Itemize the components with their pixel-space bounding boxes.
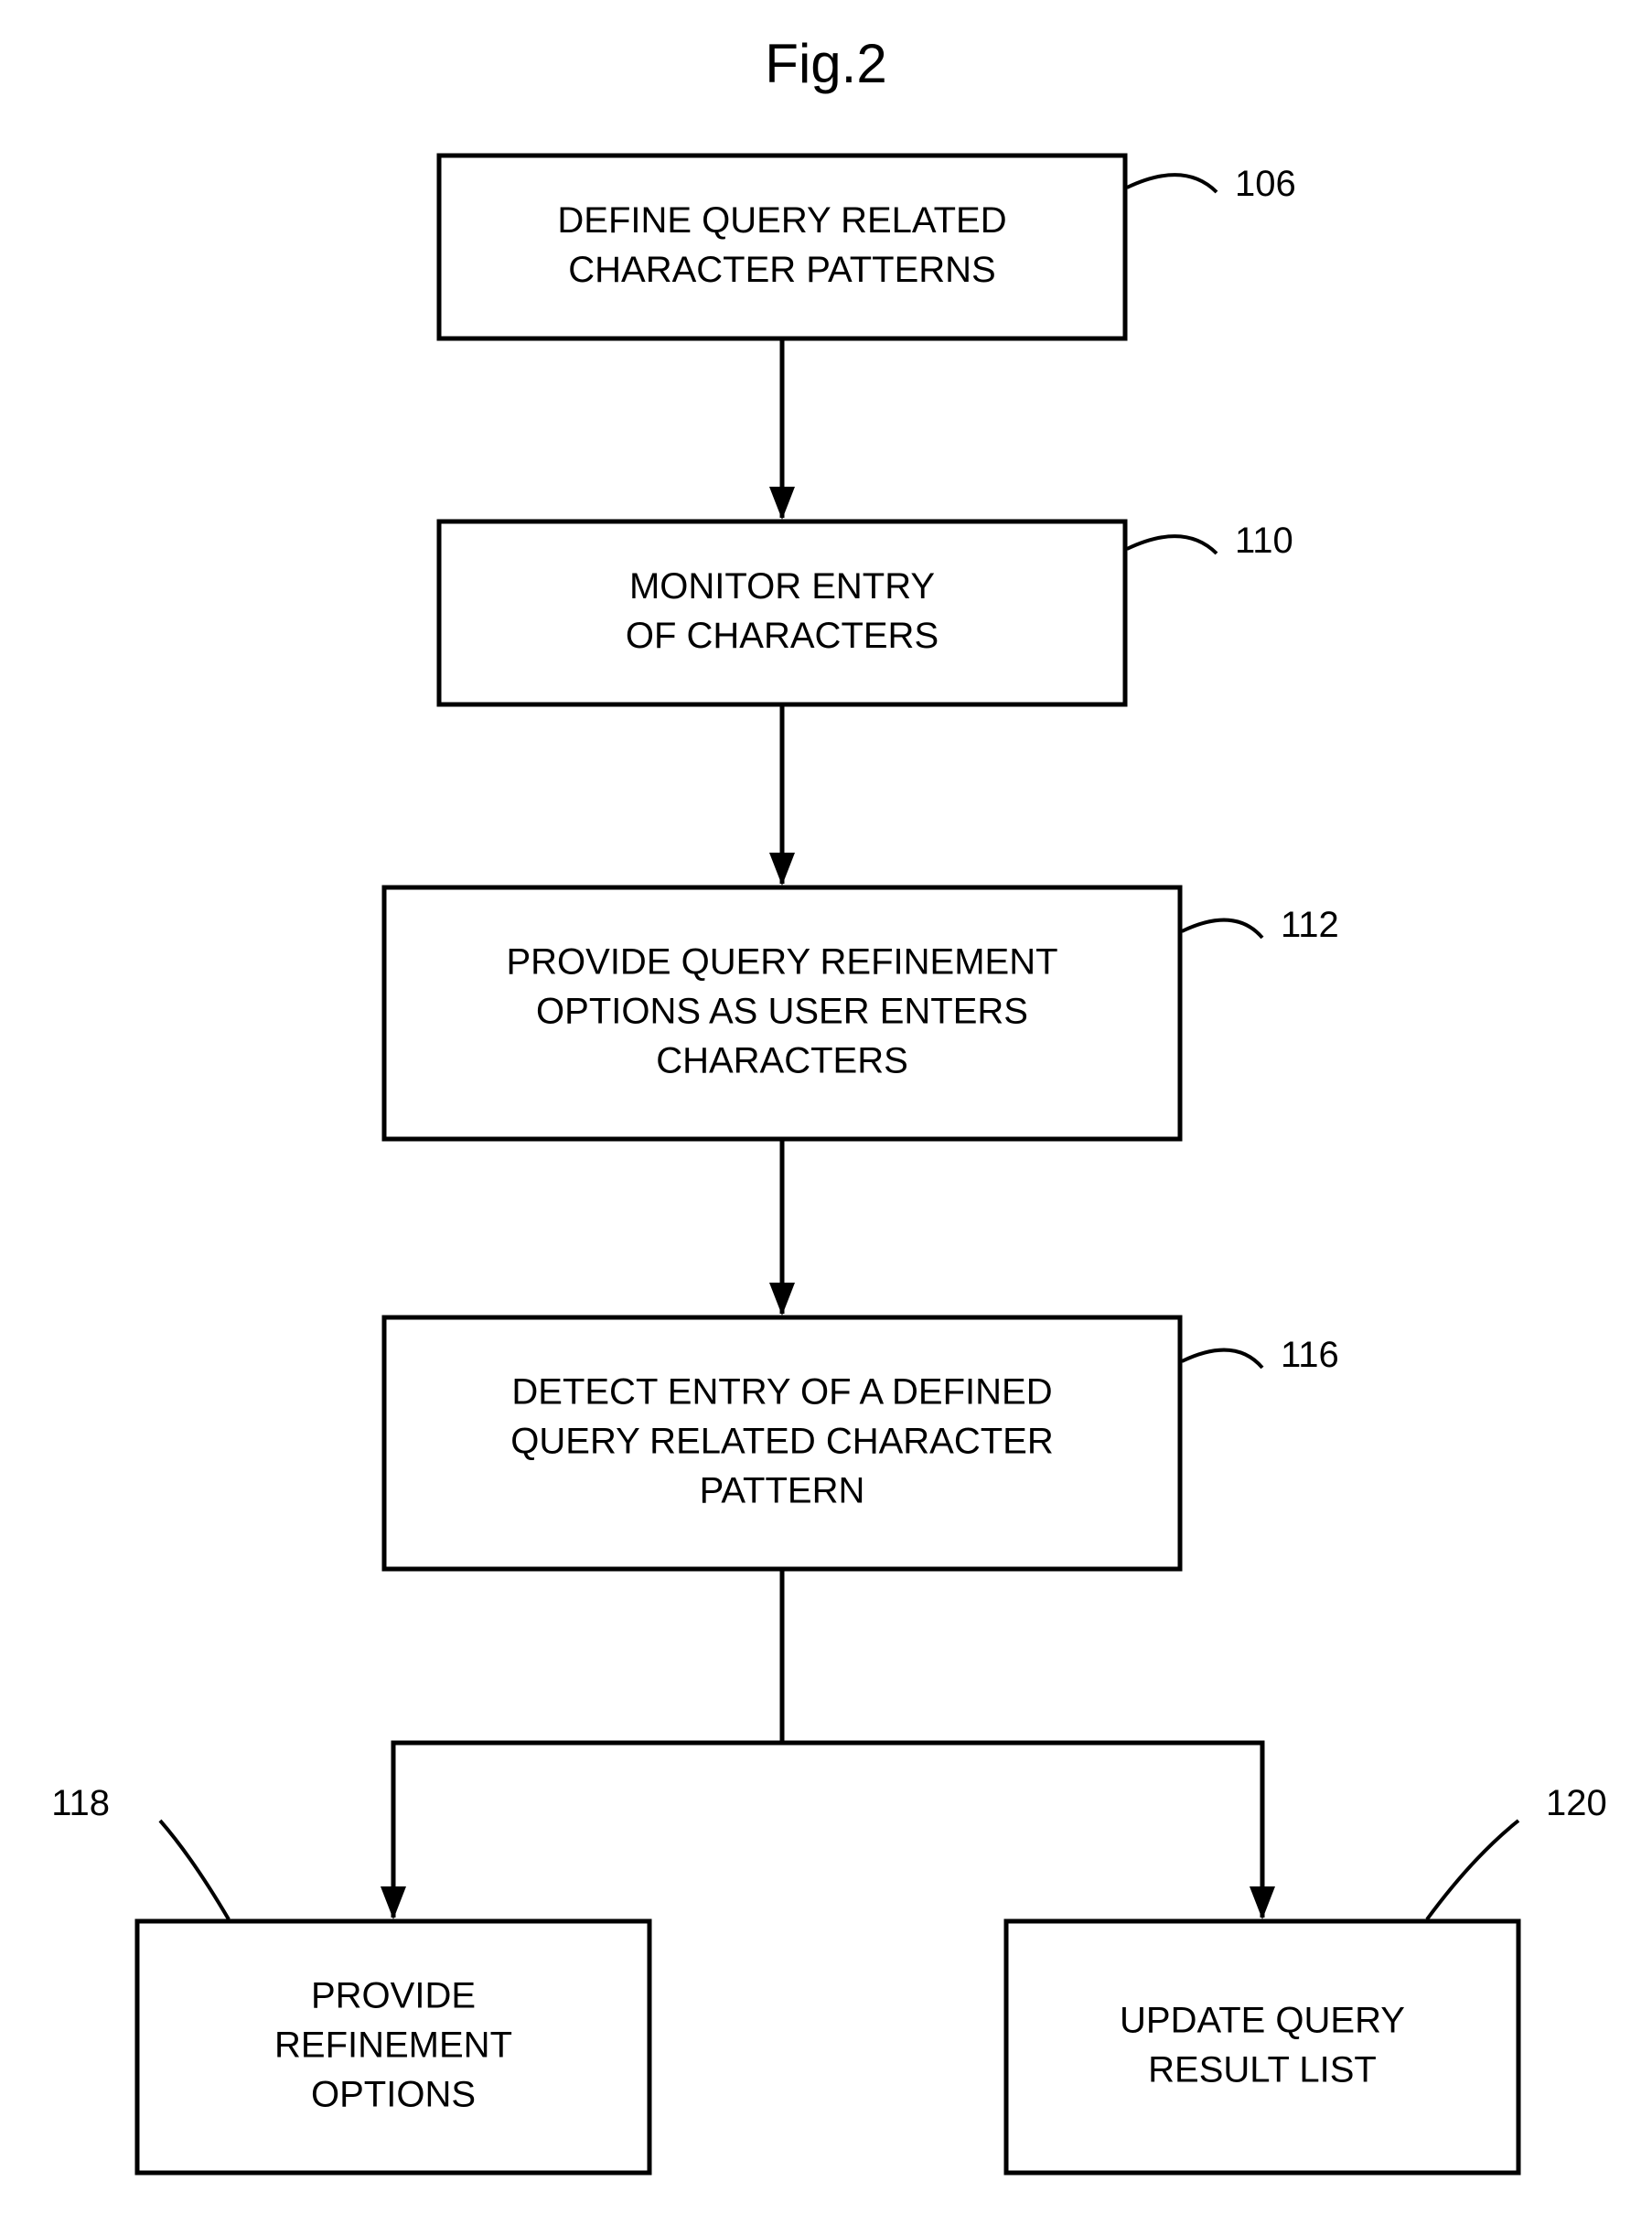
flow-node-text: DETECT ENTRY OF A DEFINED: [511, 1371, 1052, 1412]
flow-node-text: REFINEMENT: [274, 2025, 512, 2065]
reference-label: 116: [1281, 1335, 1339, 1375]
flow-node-106: DEFINE QUERY RELATED CHARACTER PATTERNS 10…: [439, 156, 1296, 338]
flowchart: Fig.2 DEFINE QUERY RELATED CHARACTER PATTE…: [0, 0, 1652, 2235]
reference-leader: [1127, 175, 1217, 192]
figure-title: Fig.2: [765, 33, 886, 94]
flow-node-text: OPTIONS: [311, 2074, 476, 2114]
reference-leader: [1182, 920, 1262, 938]
reference-label: 118: [51, 1783, 110, 1823]
flow-node-text: MONITOR ENTRY: [629, 566, 935, 607]
reference-label: 112: [1281, 905, 1339, 945]
flow-arrow: [393, 1569, 782, 1918]
flow-node-text: PROVIDE: [311, 1975, 476, 2015]
flow-node-text: PROVIDE QUERY REFINEMENT: [506, 941, 1057, 982]
reference-leader: [1427, 1821, 1518, 1919]
flow-node-text: QUERY RELATED CHARACTER: [510, 1421, 1053, 1461]
reference-label: 110: [1235, 521, 1293, 561]
flow-node-text: OPTIONS AS USER ENTERS: [536, 991, 1028, 1031]
flow-node-text: DEFINE QUERY RELATED: [557, 200, 1006, 241]
reference-leader: [1182, 1350, 1262, 1368]
flow-node-text: CHARACTERS: [656, 1040, 908, 1080]
flow-node-text: CHARACTER PATTERNS: [568, 250, 995, 290]
flow-node-118: PROVIDE REFINEMENT OPTIONS 118: [51, 1783, 649, 2173]
flow-node-116: DETECT ENTRY OF A DEFINED QUERY RELATED C…: [384, 1317, 1339, 1569]
flow-node-112: PROVIDE QUERY REFINEMENT OPTIONS AS USER …: [384, 887, 1339, 1139]
flow-node-text: UPDATE QUERY: [1120, 2000, 1405, 2040]
flow-node-120: UPDATE QUERY RESULT LIST 120: [1006, 1783, 1607, 2173]
flow-node-110: MONITOR ENTRY OF CHARACTERS 110: [439, 521, 1293, 704]
flow-node-text: RESULT LIST: [1148, 2049, 1377, 2090]
flow-arrow: [782, 1569, 1262, 1918]
reference-leader: [160, 1821, 229, 1919]
reference-label: 106: [1235, 164, 1296, 204]
flow-node-text: PATTERN: [700, 1470, 865, 1510]
reference-label: 120: [1546, 1783, 1607, 1823]
reference-leader: [1127, 536, 1217, 553]
flow-node-text: OF CHARACTERS: [626, 616, 939, 656]
